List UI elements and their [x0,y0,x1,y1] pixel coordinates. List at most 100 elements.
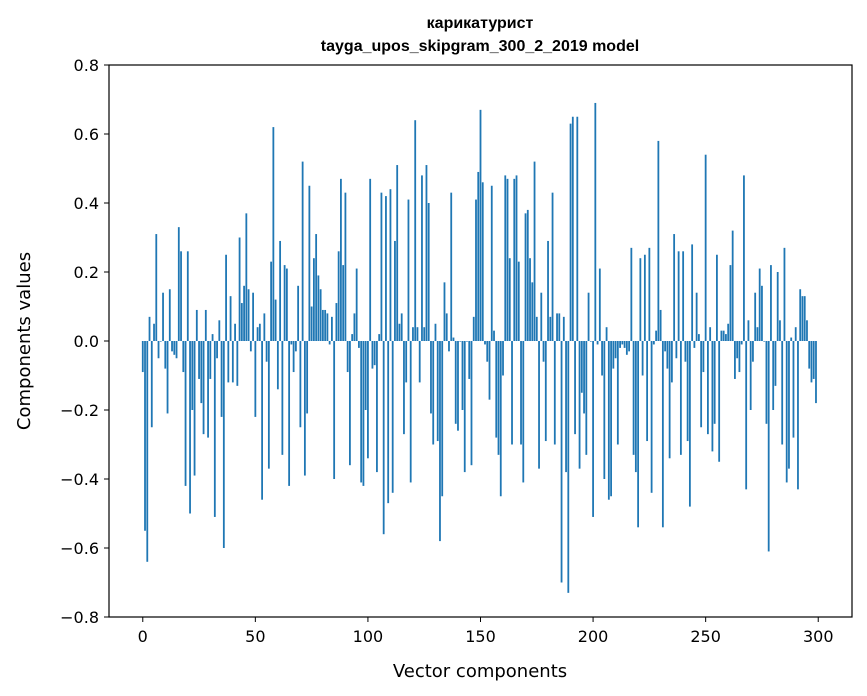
bar [578,341,581,469]
bar [603,341,606,479]
chart-subtitle: tayga_upos_skipgram_300_2_2019 model [321,38,639,55]
bar [443,282,446,341]
bar [580,341,583,393]
bar [376,341,378,473]
bar [317,275,320,341]
bar [198,341,200,379]
bar [243,285,245,341]
bar [544,341,547,442]
bar [475,199,477,341]
bar [333,341,336,479]
bar [373,341,376,366]
bar [682,251,685,341]
y-tick-label: 0.6 [74,125,99,144]
bar [661,341,664,528]
bar [716,254,718,341]
bar [247,289,250,341]
bar [335,303,338,341]
y-tick-label: −0.2 [60,401,99,420]
bar [808,341,811,369]
bar [499,341,502,497]
bar [162,292,164,341]
bar [434,323,437,341]
bar [461,341,464,410]
bar [182,341,185,373]
bar [520,341,522,445]
bar [659,309,662,341]
bar [628,341,630,352]
bar [191,341,194,410]
bar [686,341,689,442]
bar [673,234,676,341]
bar [639,258,642,341]
bar [290,341,293,345]
bar [216,341,218,359]
bar [349,341,351,466]
bar [159,341,162,342]
bar [749,341,752,410]
bar [513,178,516,341]
bar [403,341,405,435]
bar [171,341,173,352]
bar [495,341,498,438]
bar [695,292,698,341]
x-tick-label: 300 [803,627,834,646]
bar [186,251,189,341]
bar [340,178,342,341]
bar [155,234,158,341]
bar [576,116,579,341]
x-tick-label: 200 [578,627,609,646]
bar [466,341,468,342]
bar [698,334,700,341]
bar [668,341,671,459]
bar [571,116,574,341]
bar [331,316,333,341]
bar [427,203,430,341]
bar [810,341,813,383]
bar [745,341,748,490]
bar [691,244,694,341]
bar [551,192,554,341]
bar [441,341,444,497]
bar [324,309,327,341]
y-tick-label: 0.4 [74,194,99,213]
bar [799,289,802,341]
bar [265,341,268,362]
bar [650,341,653,493]
bar [200,341,203,404]
bar [702,341,705,373]
bar [202,341,205,435]
bar [643,254,646,341]
bar [234,323,236,341]
bar [301,161,304,341]
bar [625,341,628,355]
bar [396,165,399,341]
bar [407,199,410,341]
bar [454,341,457,424]
bar [252,292,254,341]
bar [367,341,369,459]
bar [502,341,504,376]
bar [358,341,360,348]
bar [767,341,770,552]
bar [180,251,182,341]
bar [326,313,329,341]
bar [382,341,385,535]
bar [463,341,466,473]
bar [524,213,527,341]
bar [256,327,259,341]
bar [274,299,277,341]
bar [391,341,394,493]
bar [204,309,207,341]
bar [700,341,703,428]
bar [283,265,286,341]
bar [371,341,374,369]
bar [711,341,714,452]
bar [303,341,306,476]
bar [770,265,772,341]
bar [189,341,191,514]
x-tick-label: 250 [690,627,721,646]
bar [238,237,241,341]
bar [342,265,345,341]
bar [803,296,806,341]
